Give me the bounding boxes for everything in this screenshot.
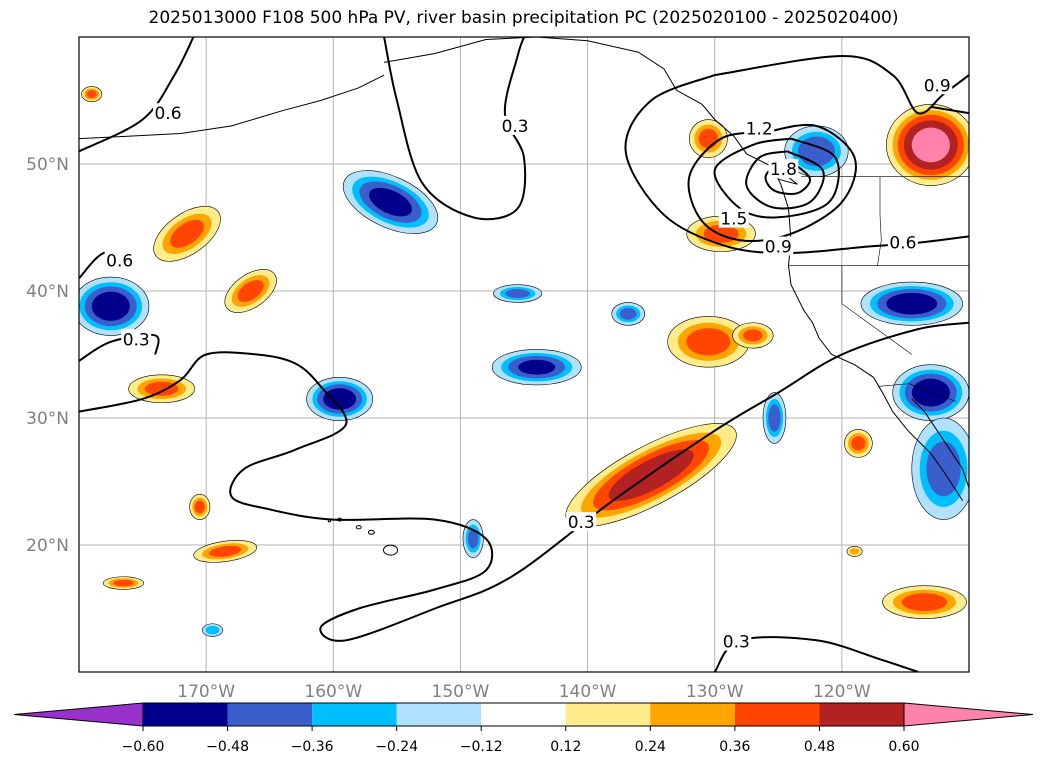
contour-label: 1.2 bbox=[746, 119, 773, 139]
precip-anomaly-region bbox=[847, 546, 862, 556]
longitude-labels: 170°W 160°W 150°W 140°W 130°W 120°W bbox=[177, 682, 871, 702]
precip-contour-band bbox=[87, 90, 97, 98]
lat-tick-label: 20°N bbox=[26, 536, 69, 556]
colorbar-tick-label: −0.12 bbox=[460, 739, 503, 755]
precip-contour-band bbox=[912, 128, 950, 163]
precip-contour-band bbox=[926, 441, 960, 496]
precip-contour-band bbox=[886, 293, 937, 315]
precip-contour-band bbox=[518, 360, 555, 375]
precip-contour-band bbox=[912, 379, 950, 407]
colorbar-tick-label: 0.48 bbox=[804, 739, 835, 755]
precip-contour-band bbox=[195, 500, 205, 513]
colorbar-tick-label: −0.48 bbox=[206, 739, 249, 755]
contour-label: 0.3 bbox=[123, 330, 150, 350]
colorbar-extend-min bbox=[14, 703, 143, 726]
precip-anomaly-region bbox=[307, 377, 373, 420]
precip-anomaly-region bbox=[202, 624, 222, 637]
precip-contour-band bbox=[686, 328, 730, 355]
colorbar-segment bbox=[819, 703, 904, 726]
colorbar-tick-label: −0.24 bbox=[375, 739, 418, 755]
lon-tick-label: 150°W bbox=[432, 682, 490, 702]
map-figure: 0.6 0.6 0.3 0.3 0.3 0.3 1.2 1.8 1.5 0.9 0.6 0.9 50°… bbox=[0, 0, 1047, 765]
precip-anomaly-region bbox=[492, 349, 581, 385]
colorbar-segment bbox=[481, 703, 566, 726]
precip-contour-band bbox=[699, 129, 718, 148]
contour-label: 0.9 bbox=[765, 238, 792, 258]
precip-anomaly-region bbox=[493, 285, 541, 303]
precip-anomaly-region bbox=[844, 429, 872, 457]
precip-anomaly-region bbox=[912, 418, 976, 520]
colorbar-tick-label: 0.24 bbox=[635, 739, 666, 755]
precip-contour-band bbox=[850, 548, 859, 554]
contour-label: 0.6 bbox=[106, 252, 133, 272]
colorbar-extend-max bbox=[904, 703, 1033, 726]
precip-contour-band bbox=[743, 329, 762, 341]
precip-anomaly-region bbox=[893, 365, 969, 421]
precip-anomaly-region bbox=[129, 375, 195, 403]
colorbar-tick-label: −0.60 bbox=[122, 739, 165, 755]
precip-contour-band bbox=[768, 404, 780, 431]
contour-label: 0.6 bbox=[889, 234, 916, 254]
precip-contour-band bbox=[92, 292, 130, 321]
precip-contour-band bbox=[620, 308, 637, 320]
latitude-labels: 50°N 40°N 30°N 20°N bbox=[26, 155, 69, 556]
lon-tick-label: 170°W bbox=[177, 682, 235, 702]
precip-anomaly-region bbox=[886, 104, 975, 185]
precip-contour-band bbox=[505, 289, 530, 298]
contour-label: 0.6 bbox=[154, 104, 181, 124]
colorbar: −0.60 −0.48 −0.36 −0.24 −0.12 0.12 0.24 0.36 0.4… bbox=[14, 703, 1033, 755]
colorbar-segment bbox=[143, 703, 228, 726]
contour-label: 0.3 bbox=[723, 633, 750, 653]
lon-tick-label: 160°W bbox=[304, 682, 362, 702]
precip-anomaly-region bbox=[73, 277, 149, 335]
lat-tick-label: 50°N bbox=[26, 155, 69, 175]
precip-anomaly-region bbox=[463, 520, 483, 558]
colorbar-tick-label: −0.36 bbox=[291, 739, 334, 755]
contour-label: 1.5 bbox=[720, 210, 747, 230]
colorbar-segment bbox=[397, 703, 482, 726]
colorbar-tick-label: 0.12 bbox=[550, 739, 581, 755]
contour-label: 1.8 bbox=[770, 160, 797, 180]
colorbar-segment bbox=[566, 703, 651, 726]
colorbar-tick-label: 0.36 bbox=[719, 739, 750, 755]
colorbar-segment bbox=[312, 703, 397, 726]
colorbar-segment bbox=[735, 703, 820, 726]
lon-tick-label: 130°W bbox=[686, 682, 744, 702]
colorbar-segment bbox=[228, 703, 313, 726]
precip-anomaly-region bbox=[190, 494, 210, 519]
colorbar-tick-label: 0.60 bbox=[888, 739, 919, 755]
lat-tick-label: 30°N bbox=[26, 409, 69, 429]
contour-label: 0.9 bbox=[924, 76, 951, 96]
lon-tick-label: 120°W bbox=[813, 682, 871, 702]
precip-anomaly-region bbox=[861, 282, 963, 325]
precip-contour-band bbox=[902, 593, 947, 611]
lon-tick-label: 140°W bbox=[559, 682, 617, 702]
precip-contour-band bbox=[113, 580, 134, 586]
precip-anomaly-region bbox=[82, 87, 102, 102]
precip-anomaly-region bbox=[103, 577, 144, 590]
precip-contour-band bbox=[206, 626, 220, 635]
colorbar-segment bbox=[650, 703, 735, 726]
precip-anomaly-region bbox=[612, 302, 645, 325]
lat-tick-label: 40°N bbox=[26, 282, 69, 302]
contour-label: 0.3 bbox=[502, 117, 529, 137]
contour-label: 0.3 bbox=[568, 513, 595, 533]
precip-anomaly-region bbox=[883, 586, 967, 619]
precip-anomaly-region bbox=[733, 323, 774, 348]
precip-contour-band bbox=[851, 436, 865, 450]
